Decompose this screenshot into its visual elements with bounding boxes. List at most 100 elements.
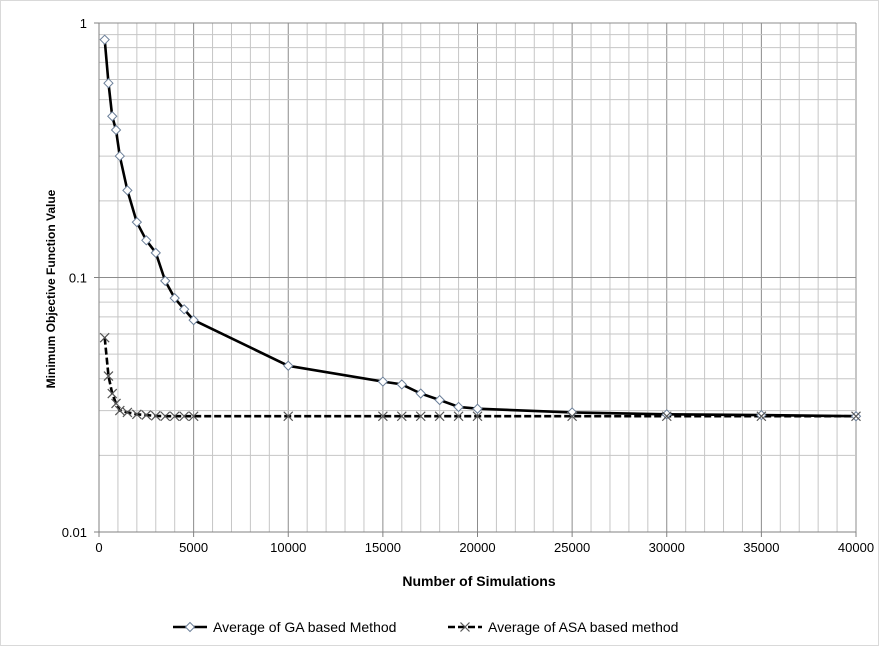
- x-marker-stroke: [434, 411, 445, 422]
- x-marker-stroke: [472, 411, 483, 422]
- series-2-point: [415, 411, 426, 422]
- x-marker-stroke: [460, 622, 470, 632]
- series-2-point: [103, 371, 114, 381]
- x-marker-stroke: [169, 411, 180, 422]
- legend-marker: [460, 622, 470, 632]
- series-lines: [103, 39, 857, 418]
- x-tick-label: 30000: [649, 540, 685, 555]
- x-axis-title: Number of Simulations: [402, 573, 555, 589]
- series-2-point: [567, 411, 578, 422]
- series-2-point: [396, 411, 407, 422]
- series-2-point: [851, 411, 861, 422]
- x-marker-stroke: [756, 411, 767, 422]
- series-1-point: [131, 216, 143, 228]
- x-marker-stroke: [150, 410, 161, 421]
- series-1-point: [283, 360, 294, 371]
- series-1-point: [110, 124, 122, 136]
- legend-marker: [184, 621, 196, 633]
- legend-item-1: Average of GA based Method: [173, 619, 396, 635]
- series-1-point: [107, 111, 118, 122]
- x-marker-stroke: [567, 411, 578, 422]
- series-2-point: [107, 388, 118, 399]
- series-2-point: [141, 410, 152, 421]
- tick-labels: 0 5000 10000 15000 20000 25000 30000 35000 40000…: [62, 16, 874, 555]
- series-2-point: [188, 411, 199, 422]
- x-marker-stroke: [179, 411, 190, 422]
- y-axis-title: Minimum Objective Function Value: [44, 189, 58, 388]
- series-1-point: [103, 78, 114, 89]
- series-2-point: [160, 411, 171, 422]
- y-tick-label: 1: [80, 16, 87, 31]
- series-2-point: [99, 332, 110, 343]
- x-marker-stroke: [141, 410, 152, 421]
- x-marker-stroke: [396, 411, 407, 422]
- x-marker-stroke: [851, 411, 861, 422]
- series-1-point: [122, 185, 133, 196]
- series-2-point: [150, 410, 161, 421]
- x-marker-stroke: [377, 411, 388, 422]
- grid: [98, 22, 857, 533]
- x-marker-stroke: [661, 411, 672, 422]
- x-tick-label: 35000: [743, 540, 779, 555]
- x-tick-label: 0: [95, 540, 102, 555]
- x-marker-stroke: [103, 371, 114, 381]
- series-1-point: [160, 275, 171, 287]
- series-1-point: [756, 409, 767, 421]
- series-1-point: [114, 150, 126, 162]
- series-line-2: [103, 337, 856, 418]
- x-tick-label: 20000: [459, 540, 495, 555]
- series-2-point: [756, 411, 767, 422]
- series-1-point: [377, 376, 389, 387]
- series-2-point: [283, 411, 294, 422]
- x-marker-stroke: [283, 411, 294, 422]
- series-1-point: [396, 379, 408, 390]
- series-2-point: [661, 411, 672, 422]
- x-marker-stroke: [107, 388, 118, 399]
- series-2-point: [472, 411, 483, 422]
- series-1-point: [472, 403, 483, 414]
- series-2-point: [179, 411, 190, 422]
- x-marker-stroke: [99, 332, 110, 343]
- legend: Average of GA based Method Average of ASA…: [173, 619, 678, 635]
- x-marker-stroke: [188, 411, 199, 422]
- x-marker-stroke: [453, 411, 464, 422]
- series-1-point: [453, 401, 464, 413]
- series-1-point: [150, 247, 161, 259]
- x-tick-label: 25000: [554, 540, 590, 555]
- series-2-point: [122, 407, 133, 418]
- series-2-point: [377, 411, 388, 422]
- legend-item-2: Average of ASA based method: [448, 619, 678, 635]
- series-2-point: [114, 405, 125, 416]
- series-1-point: [178, 304, 190, 315]
- legend-label: Average of GA based Method: [213, 619, 396, 635]
- x-marker-stroke: [114, 405, 125, 416]
- x-marker-stroke: [415, 411, 426, 422]
- x-marker-stroke: [122, 407, 133, 418]
- x-tick-label: 15000: [365, 540, 401, 555]
- series-1-point: [141, 235, 152, 246]
- series-1-point: [99, 34, 110, 45]
- legend-label: Average of ASA based method: [488, 619, 678, 635]
- series-markers: [99, 34, 862, 422]
- x-marker-stroke: [160, 411, 171, 422]
- series-2-point: [453, 411, 464, 422]
- x-marker-stroke: [131, 409, 142, 420]
- series-1-point: [188, 314, 199, 326]
- x-tick-label: 10000: [270, 540, 306, 555]
- y-tick-label: 0.01: [62, 525, 87, 540]
- series-1-point: [415, 388, 426, 399]
- axes: [94, 22, 857, 537]
- series-line-1: [103, 39, 857, 418]
- series-2-point: [434, 411, 445, 422]
- x-marker-stroke: [111, 398, 121, 409]
- series-2-point: [169, 411, 180, 422]
- series-1-point: [434, 394, 445, 406]
- x-tick-label: 5000: [179, 540, 208, 555]
- x-tick-label: 40000: [838, 540, 874, 555]
- series-2-point: [131, 409, 142, 420]
- series-1-point: [169, 292, 180, 304]
- series-2-point: [111, 398, 121, 409]
- y-tick-label: 0.1: [69, 271, 87, 286]
